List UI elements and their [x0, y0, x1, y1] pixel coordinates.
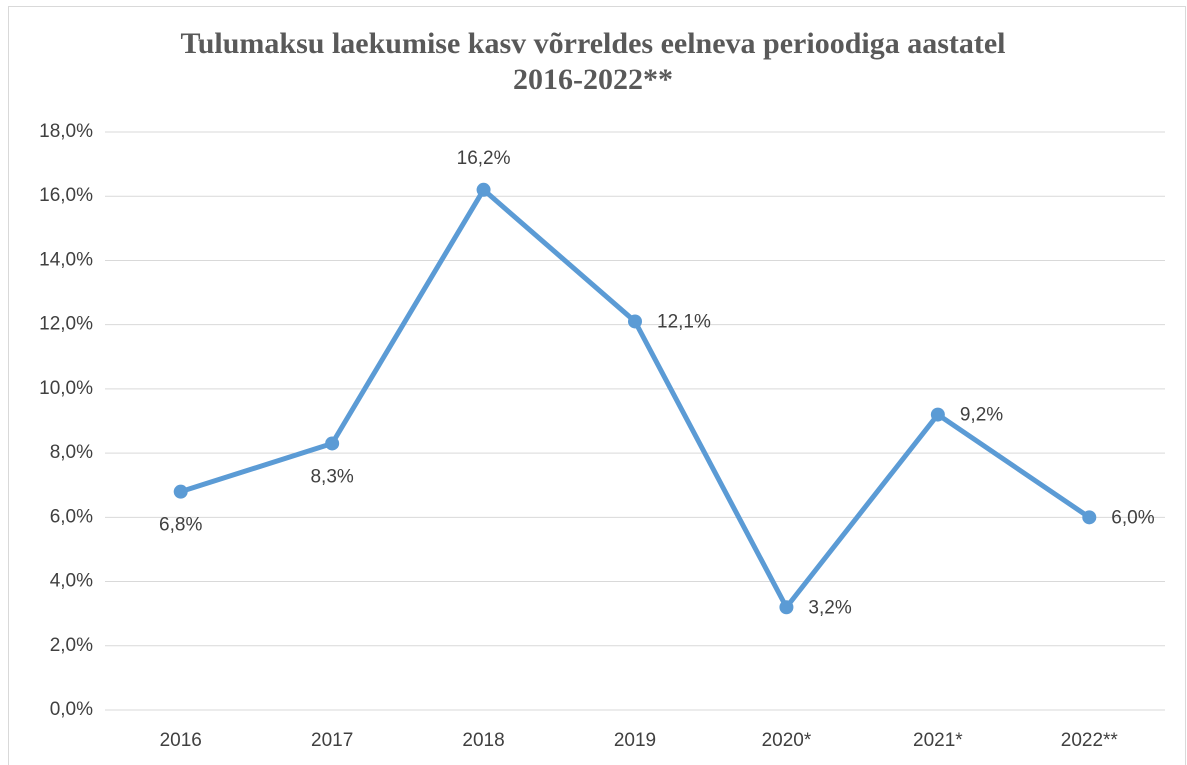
marker — [325, 436, 340, 451]
marker — [628, 314, 642, 329]
y-tick-label: 14,0% — [39, 249, 93, 270]
marker — [930, 407, 945, 422]
y-tick-label: 12,0% — [39, 314, 93, 335]
y-tick-label: 2,0% — [50, 635, 93, 656]
y-tick-label: 6,0% — [50, 506, 93, 527]
x-tick-label: 2019 — [614, 730, 656, 751]
x-tick-label: 2021* — [913, 730, 963, 751]
data-label: 12,1% — [657, 311, 711, 332]
chart-title: Tulumaksu laekumise kasv võrreldes eelne… — [180, 27, 1005, 60]
y-tick-label: 8,0% — [50, 442, 93, 463]
data-label: 6,0% — [1111, 507, 1154, 528]
chart-frame — [8, 6, 1186, 765]
y-tick-label: 4,0% — [50, 571, 93, 592]
data-label: 6,8% — [159, 515, 202, 536]
marker — [476, 182, 491, 197]
y-tick-label: 10,0% — [39, 378, 93, 399]
y-tick-label: 16,0% — [39, 185, 93, 206]
data-label: 8,3% — [310, 466, 353, 487]
marker — [173, 484, 188, 499]
x-tick-label: 2018 — [462, 730, 504, 751]
x-tick-label: 2020* — [762, 730, 812, 751]
x-tick-label: 2016 — [160, 730, 202, 751]
data-label: 16,2% — [457, 148, 511, 169]
marker — [779, 600, 794, 615]
x-tick-label: 2017 — [311, 730, 353, 751]
y-tick-label: 18,0% — [39, 121, 93, 142]
marker — [1082, 510, 1097, 525]
data-label: 9,2% — [960, 405, 1003, 426]
x-tick-label: 2022** — [1061, 730, 1119, 751]
chart-title: 2016-2022** — [513, 63, 673, 96]
data-label: 3,2% — [808, 597, 851, 618]
y-tick-label: 0,0% — [50, 699, 93, 720]
